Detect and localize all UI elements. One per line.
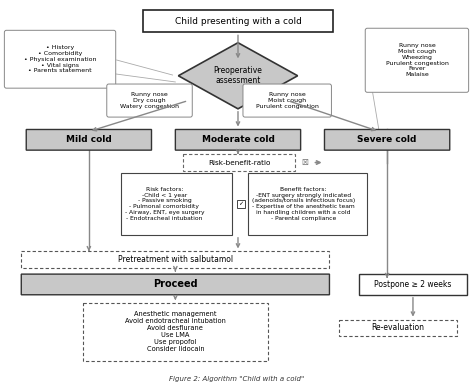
- FancyBboxPatch shape: [4, 30, 116, 88]
- Text: • History
• Comorbidity
• Physical examination
• Vital signs
• Parents statement: • History • Comorbidity • Physical exami…: [24, 45, 96, 73]
- FancyBboxPatch shape: [237, 200, 245, 208]
- FancyBboxPatch shape: [248, 173, 367, 235]
- FancyBboxPatch shape: [175, 129, 301, 150]
- FancyBboxPatch shape: [121, 173, 232, 235]
- FancyBboxPatch shape: [339, 320, 457, 336]
- FancyBboxPatch shape: [325, 129, 450, 150]
- FancyBboxPatch shape: [21, 251, 329, 268]
- Text: Runny nose
Dry cough
Watery congestion: Runny nose Dry cough Watery congestion: [120, 92, 179, 109]
- Text: Benefit factors:
-ENT surgery strongly indicated
(adenoids/tonsils infectious fo: Benefit factors: -ENT surgery strongly i…: [252, 187, 355, 221]
- Text: Moderate cold: Moderate cold: [201, 135, 274, 144]
- FancyBboxPatch shape: [26, 129, 152, 150]
- Text: Runny nose
Moist cough
Purulent congestion: Runny nose Moist cough Purulent congesti…: [256, 92, 319, 109]
- Text: Risk factors:
-Child < 1 year
- Passive smoking
- Pulmonal comorbidity
- Airway,: Risk factors: -Child < 1 year - Passive …: [125, 187, 204, 221]
- FancyBboxPatch shape: [243, 84, 331, 117]
- FancyBboxPatch shape: [359, 274, 466, 295]
- Text: Preoperative
assessment: Preoperative assessment: [214, 66, 263, 85]
- Text: Anesthetic management
Avoid endotracheal intubation
Avoid desflurane
Use LMA
Use: Anesthetic management Avoid endotracheal…: [125, 311, 226, 352]
- FancyBboxPatch shape: [21, 274, 329, 295]
- Text: Proceed: Proceed: [153, 280, 198, 290]
- FancyBboxPatch shape: [143, 10, 333, 32]
- FancyBboxPatch shape: [365, 28, 469, 92]
- Text: Risk-benefit-ratio: Risk-benefit-ratio: [208, 159, 270, 166]
- Text: Severe cold: Severe cold: [357, 135, 417, 144]
- Text: ✓: ✓: [238, 201, 244, 206]
- Text: Mild cold: Mild cold: [66, 135, 112, 144]
- Text: ☒: ☒: [301, 158, 308, 167]
- FancyBboxPatch shape: [183, 154, 295, 171]
- Text: Child presenting with a cold: Child presenting with a cold: [174, 17, 301, 25]
- Text: Postpone ≥ 2 weeks: Postpone ≥ 2 weeks: [374, 280, 452, 289]
- Text: Runny nose
Moist cough
Wheezing
Purulent congestion
Fever
Malaise: Runny nose Moist cough Wheezing Purulent…: [385, 43, 448, 77]
- FancyBboxPatch shape: [83, 303, 268, 361]
- FancyBboxPatch shape: [107, 84, 192, 117]
- Text: Pretreatment with salbutamol: Pretreatment with salbutamol: [118, 255, 233, 264]
- Polygon shape: [178, 43, 298, 109]
- Text: Re-evaluation: Re-evaluation: [372, 323, 425, 332]
- Text: Figure 2: Algorithm "Child with a cold": Figure 2: Algorithm "Child with a cold": [169, 375, 305, 382]
